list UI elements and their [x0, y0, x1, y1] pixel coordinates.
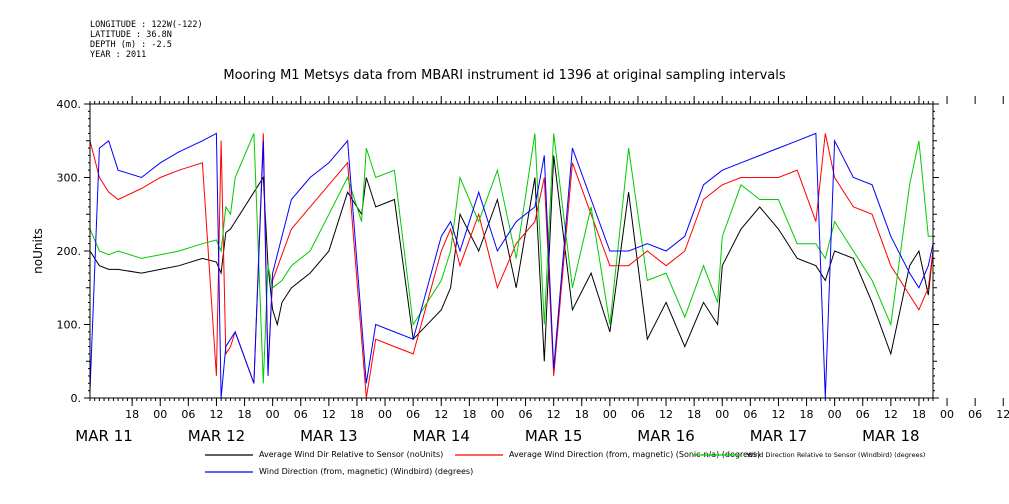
x-tick-label: 12 — [434, 408, 448, 421]
series-line-1 — [89, 155, 934, 362]
legend-label-3: Wind Direction Relative to Sensor (Windb… — [747, 451, 925, 459]
depth-label: DEPTH (m) : -2.5 — [90, 40, 172, 50]
x-tick-label: 18 — [125, 408, 139, 421]
y-axis-label: noUnits — [31, 228, 45, 274]
x-day-label: MAR 11 — [75, 427, 132, 445]
x-day-label: MAR 18 — [862, 427, 919, 445]
x-day-label: MAR 16 — [637, 427, 694, 445]
x-tick-label: 06 — [181, 408, 195, 421]
x-tick-label: 00 — [940, 408, 954, 421]
x-day-label: MAR 17 — [750, 427, 807, 445]
series-line-4 — [89, 132, 934, 399]
x-tick-label: 00 — [715, 408, 729, 421]
x-tick-label: 06 — [519, 408, 533, 421]
x-tick-label: 06 — [406, 408, 420, 421]
x-tick-label: 12 — [209, 408, 223, 421]
legend-label-4: Wind Direction (from, magnetic) (Windbir… — [259, 467, 473, 476]
legend-label-2: Average Wind Direction (from, magnetic) … — [509, 450, 760, 459]
x-tick-label: 18 — [575, 408, 589, 421]
x-tick-label: 00 — [266, 408, 280, 421]
x-tick-label: 18 — [687, 408, 701, 421]
x-day-label: MAR 13 — [300, 427, 357, 445]
series-line-2 — [89, 133, 934, 399]
x-tick-label: 00 — [603, 408, 617, 421]
chart-title: Mooring M1 Metsys data from MBARI instru… — [223, 68, 786, 83]
x-tick-label: 12 — [322, 408, 336, 421]
year-label: YEAR : 2011 — [90, 50, 147, 60]
x-tick-label: 00 — [153, 408, 167, 421]
y-tick-label: 200. — [57, 245, 82, 258]
x-tick-label: 12 — [659, 408, 673, 421]
x-tick-label: 18 — [462, 408, 476, 421]
metadata-block: LONGITUDE : 122W(-122) LATITUDE : 36.8N … — [90, 20, 203, 60]
axes: 0. 100. 200. 300. 400. 18 00 06 12 18 00 06 12 18 00 06… — [57, 96, 1009, 445]
longitude-label: LONGITUDE : 122W(-122) — [90, 20, 203, 30]
x-tick-label: 18 — [800, 408, 814, 421]
y-tick-label: 0. — [71, 392, 82, 405]
x-tick-label: 18 — [350, 408, 364, 421]
y-tick-label: 100. — [57, 319, 82, 332]
x-tick-label: 06 — [631, 408, 645, 421]
x-tick-label: 18 — [912, 408, 926, 421]
x-tick-label: 06 — [743, 408, 757, 421]
x-tick-label: 00 — [828, 408, 842, 421]
legend-label-1: Average Wind Dir Relative to Sensor (noU… — [259, 450, 443, 459]
latitude-label: LATITUDE : 36.8N — [90, 30, 172, 40]
y-tick-label: 300. — [57, 172, 82, 185]
x-tick-label: 00 — [378, 408, 392, 421]
x-day-label: MAR 14 — [413, 427, 470, 445]
series-line-3 — [89, 133, 933, 384]
x-tick-label: 06 — [294, 408, 308, 421]
x-day-label: MAR 12 — [188, 427, 245, 445]
x-day-label: MAR 15 — [525, 427, 582, 445]
x-tick-label: 00 — [490, 408, 504, 421]
x-tick-label: 12 — [884, 408, 898, 421]
x-tick-label: 12 — [996, 408, 1009, 421]
x-tick-label: 12 — [771, 408, 785, 421]
plot-area — [89, 132, 934, 399]
x-tick-label: 06 — [856, 408, 870, 421]
y-tick-label: 400. — [57, 98, 82, 111]
x-tick-label: 06 — [968, 408, 982, 421]
x-tick-label: 18 — [238, 408, 252, 421]
legend: Average Wind Dir Relative to Sensor (noU… — [205, 450, 925, 476]
x-tick-label: 12 — [547, 408, 561, 421]
